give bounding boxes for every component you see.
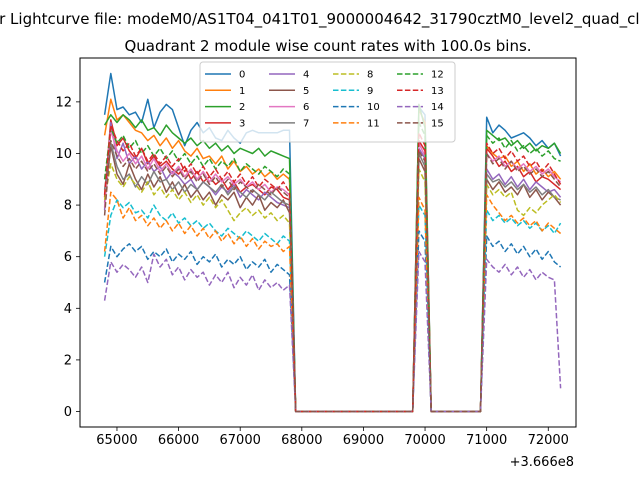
x-tick-label: 66000 [158,433,199,448]
y-tick-label: 6 [64,250,72,265]
series-line-9 [103,199,562,413]
x-tick-label: 70000 [404,433,445,448]
x-tick-label: 65000 [96,433,137,448]
legend-label: 5 [303,86,309,97]
y-tick-label: 4 [64,302,72,317]
x-tick-label: 68000 [281,433,322,448]
x-tick-label: 71000 [466,433,507,448]
legend-label: 6 [303,102,309,113]
x-tick-label: 72000 [528,433,569,448]
y-tick-label: 8 [64,199,72,214]
x-axis: 65000 66000 67000 68000 69000 70000 71000 72000 [96,427,569,448]
x-offset-label: +3.666e8 [510,455,574,470]
legend-label: 10 [367,102,380,113]
x-tick-label: 69000 [343,433,384,448]
x-tick-label: 67000 [220,433,261,448]
y-tick-label: 2 [64,353,72,368]
legend-frame [199,61,456,143]
legend-label: 4 [303,70,309,81]
legend-label: 1 [239,86,245,97]
legend-label: 9 [367,86,373,97]
series-line-8 [103,163,562,413]
legend-label: 11 [367,118,380,129]
series-line-15 [103,139,562,413]
legend-label: 15 [431,118,444,129]
legend-label: 0 [239,70,245,81]
legend-label: 7 [303,118,309,129]
figure-suptitle: Plots for Lightcurve file: modeM0/AS1T04… [0,10,640,29]
series-line-6 [103,129,562,413]
series-line-10 [103,230,562,413]
y-tick-label: 0 [64,405,72,420]
plot-frame [79,57,577,428]
y-tick-label: 12 [55,95,72,110]
legend-label: 3 [239,118,245,129]
series-line-11 [103,191,562,413]
legend-label: 14 [431,102,444,113]
series-line-14 [103,250,562,413]
y-axis: 0 2 4 6 8 10 12 [55,95,80,420]
series-layer [103,72,562,413]
legend-label: 8 [367,70,373,81]
series-line-5 [103,144,562,413]
legend-label: 13 [431,86,444,97]
series-line-1 [103,98,562,413]
series-line-13 [103,124,562,413]
legend-label: 2 [239,102,245,113]
chart-title: Quadrant 2 module wise count rates with … [124,37,531,55]
y-tick-label: 10 [55,147,72,162]
legend-label: 12 [431,70,444,81]
